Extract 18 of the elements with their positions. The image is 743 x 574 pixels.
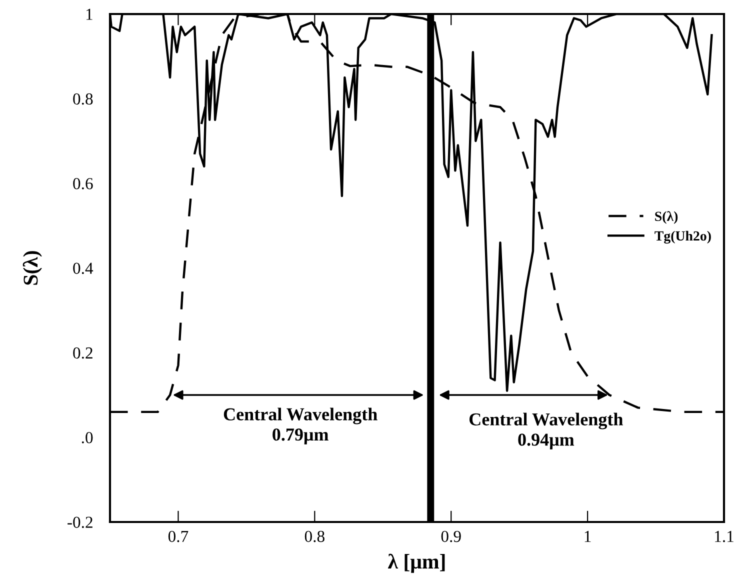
annotation: Central Wavelength 0.94μm — [470, 412, 623, 450]
y-tick-label: 1 — [86, 8, 92, 20]
y-tick-label: 0.4 — [73, 262, 94, 274]
y-axis-title: S(λ) — [22, 251, 42, 285]
y-tick-label: -0.2 — [68, 516, 92, 528]
x-axis-title: λ [μm] — [388, 554, 445, 573]
x-tick-label: 0.8 — [304, 530, 324, 542]
y-tick-label: .0 — [82, 432, 93, 444]
legend-label: Tg(Uh2o) — [654, 230, 711, 244]
y-tick-label: 0.8 — [73, 93, 93, 105]
y-tick-label: 0.2 — [73, 347, 92, 359]
x-tick-label: 1 — [584, 530, 591, 542]
y-tick-label: 0.6 — [73, 178, 93, 190]
annotation: Central Wavelength 0.79μm — [224, 408, 378, 444]
x-tick-label: 1.1 — [715, 530, 734, 542]
x-tick-label: 0.7 — [168, 530, 188, 542]
x-tick-label: 0.9 — [441, 530, 461, 542]
legend-label: S(λ) — [655, 211, 678, 224]
